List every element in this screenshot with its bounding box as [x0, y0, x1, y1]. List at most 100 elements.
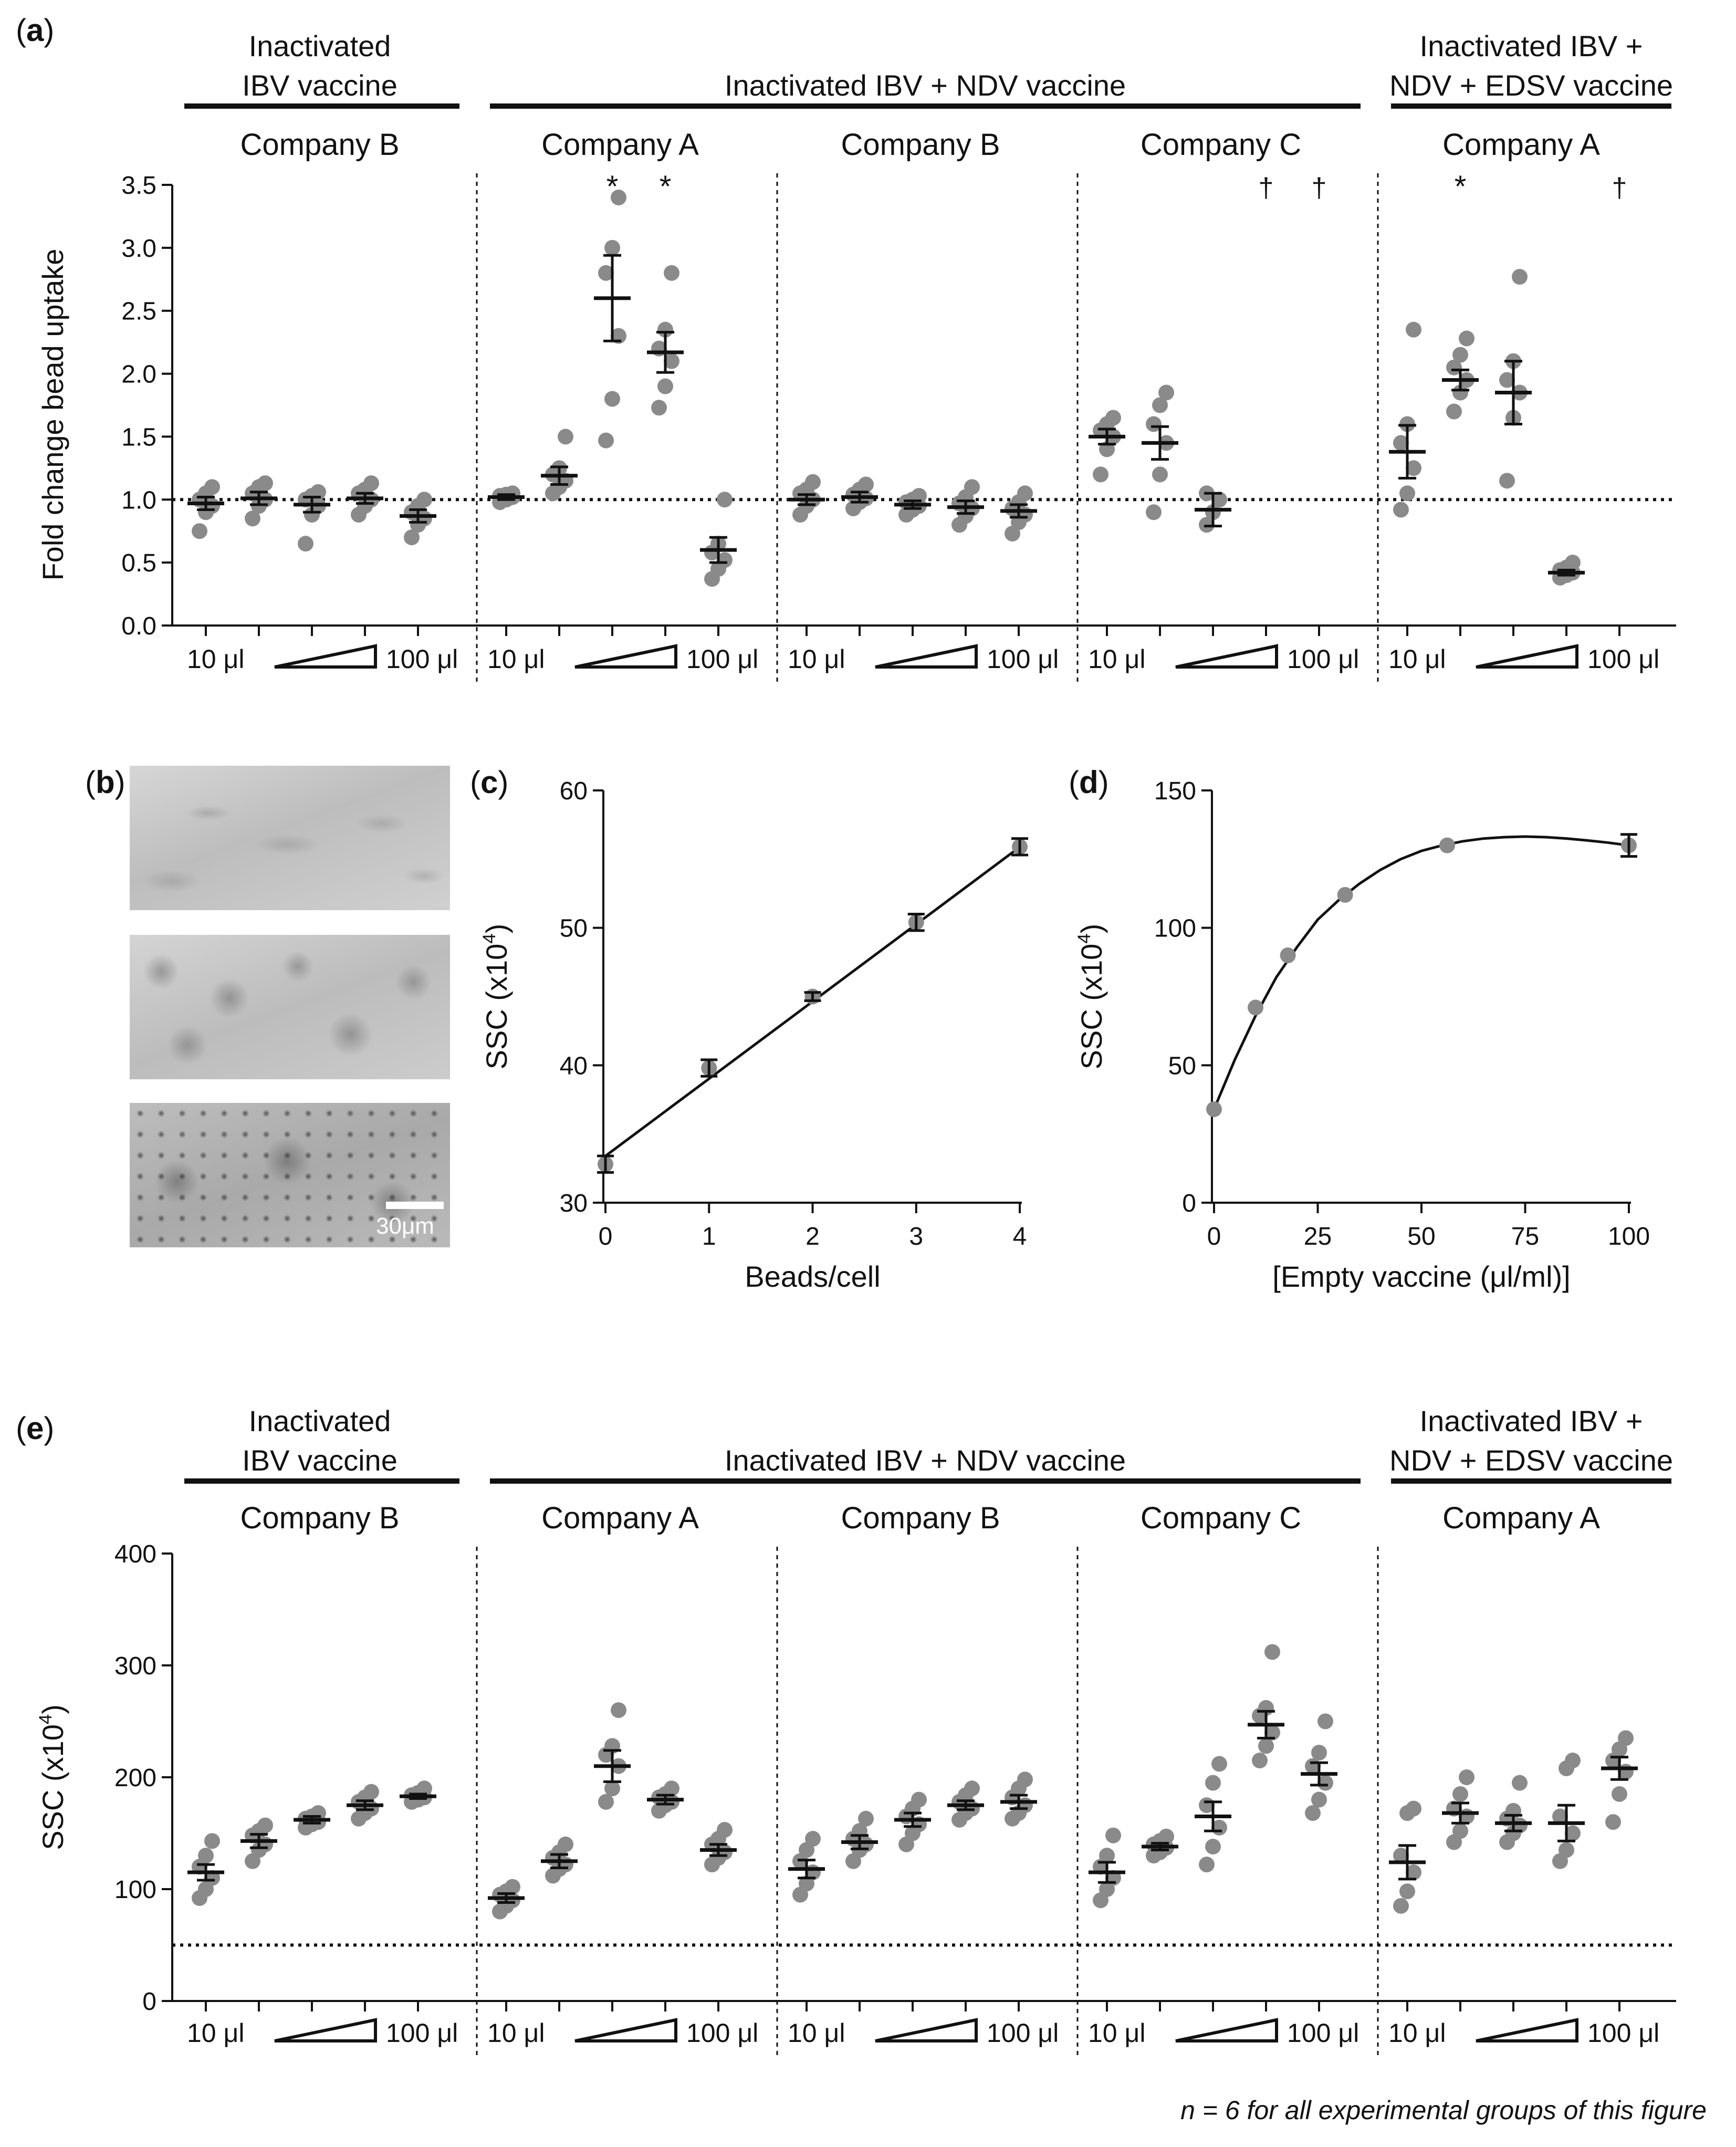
- panel-a-dose-ramp-icon: [875, 644, 978, 669]
- panel-a-data-point: [558, 429, 573, 445]
- panel-a-vaccine-type-label: Inactivated IBV + NDV vaccine: [725, 69, 1126, 102]
- panel-e-data-point: [1317, 1713, 1333, 1729]
- panel-e-data-point: [911, 1791, 927, 1808]
- panel-e-data-point: [1311, 1745, 1327, 1761]
- panel-d-x-tick-label: 100: [1608, 1223, 1650, 1250]
- panel-e-data-point: [1459, 1769, 1474, 1785]
- panel-e-dose-ramp-icon: [1175, 2018, 1278, 2042]
- panel-e-company-label: Company C: [1141, 1501, 1301, 1535]
- panel-d-y-tick-label: 50: [1168, 1052, 1196, 1080]
- panel-a-data-point: [1158, 384, 1174, 401]
- panel-a-data-point: [858, 476, 874, 493]
- panel-a-company-label: Company C: [1141, 128, 1301, 162]
- panel-e-data-point: [416, 1780, 432, 1797]
- panel-a-data-point: [1146, 504, 1162, 520]
- panel-d-x-axis-label: [Empty vaccine (μl/ml)]: [1272, 1260, 1570, 1293]
- panel-e-x-high-label: 100 μl: [987, 2018, 1059, 2048]
- panel-d-data-point: [1439, 837, 1455, 853]
- panel-e-dose-ramp-icon: [574, 2018, 677, 2042]
- panel-a-vaccine-type-label: NDV + EDSV vaccine: [1389, 69, 1673, 102]
- panel-e-x-low-label: 10 μl: [487, 2018, 545, 2048]
- panel-e-company-label: Company A: [1442, 1501, 1600, 1535]
- panel-e-vaccine-type-label: Inactivated IBV +: [1420, 1404, 1643, 1437]
- panel-d-y-tick-label: 150: [1154, 777, 1196, 805]
- scale-bar: [386, 1202, 444, 1209]
- panel-a-y-tick-label: 2.5: [121, 298, 156, 326]
- panel-e-x-high-label: 100 μl: [1287, 2018, 1359, 2048]
- panel-e-y-tick-label: 100: [114, 1876, 156, 1904]
- panel-a-data-point: [717, 492, 733, 508]
- panel-e-data-point: [1211, 1756, 1227, 1772]
- panel-a-company-label: Company B: [240, 128, 399, 162]
- microscopy-image-vaccine: [130, 935, 450, 1079]
- panel-e-dose-ramp-icon: [274, 2018, 377, 2042]
- panel-a-data-point: [1452, 347, 1468, 363]
- panel-a-x-low-label: 10 μl: [187, 644, 244, 674]
- panel-a-data-point: [1105, 410, 1121, 426]
- panel-c-y-tick-label: 40: [560, 1052, 588, 1080]
- panel-e-data-point: [604, 1780, 620, 1797]
- panel-e-data-point: [1618, 1730, 1634, 1746]
- panel-a-data-point: [1459, 330, 1474, 347]
- panel-e-data-point: [1317, 1775, 1333, 1791]
- panel-a-data-point: [1093, 466, 1108, 483]
- panel-a-data-point: [651, 400, 667, 416]
- panel-d-y-axis-label: SSC (x104): [1074, 924, 1108, 1070]
- panel-a-data-point: [604, 391, 620, 407]
- panel-e-data-point: [717, 1822, 733, 1838]
- panel-a-y-tick-label: 0.0: [121, 612, 156, 640]
- panel-a-dose-ramp-icon: [1476, 644, 1578, 669]
- panel-d-data-point: [1280, 947, 1296, 963]
- panel-a-data-point: [1399, 485, 1415, 502]
- panel-a-significance-mark: †: [1312, 173, 1327, 203]
- panel-c-y-tick-label: 60: [560, 777, 588, 805]
- panel-e-y-axis-label: SSC (x104): [36, 1704, 69, 1850]
- panel-e-data-point: [964, 1780, 980, 1797]
- panel-e-data-point: [1512, 1775, 1528, 1791]
- panel-a-y-tick-label: 3.0: [121, 235, 156, 263]
- panel-a-data-point: [1446, 403, 1462, 420]
- panel-e-vaccine-type-label: Inactivated IBV + NDV vaccine: [725, 1444, 1126, 1477]
- panel-d-fit-line: [1212, 835, 1629, 1110]
- panel-e-data-point: [1612, 1786, 1627, 1802]
- panel-e-company-label: Company A: [541, 1501, 699, 1535]
- panel-e-vaccine-type-label: IBV vaccine: [242, 1444, 398, 1477]
- panel-a-y-tick-label: 1.0: [121, 486, 156, 514]
- panel-a-data-point: [717, 552, 733, 568]
- panel-c-y-tick-label: 50: [560, 915, 588, 943]
- panel-e-data-point: [1017, 1771, 1033, 1788]
- panel-e-x-low-label: 10 μl: [1088, 2018, 1145, 2048]
- panel-a-y-tick-label: 0.5: [121, 549, 156, 577]
- panel-d-letter: (d): [1069, 765, 1109, 800]
- panel-a-data-point: [298, 536, 313, 552]
- panel-e-data-point: [858, 1810, 874, 1827]
- panel-e-data-point: [1305, 1805, 1321, 1821]
- panel-a-significance-mark: †: [1259, 173, 1274, 203]
- panel-e-company-label: Company B: [240, 1501, 399, 1535]
- panel-a-vaccine-type-label: Inactivated IBV +: [1420, 29, 1643, 62]
- panel-a-data-point: [1406, 460, 1421, 476]
- panel-c-x-tick-label: 0: [599, 1223, 613, 1250]
- panel-e-data-point: [1158, 1828, 1174, 1844]
- panel-a-data-point: [363, 475, 379, 492]
- panel-e-data-point: [198, 1848, 214, 1864]
- panel-a-dose-ramp-icon: [574, 644, 677, 669]
- panel-a-data-point: [1452, 384, 1468, 401]
- panel-e-data-point: [1264, 1644, 1280, 1660]
- panel-e-data-point: [1605, 1814, 1621, 1830]
- panel-e-data-point: [558, 1836, 573, 1852]
- panel-a-significance-mark: *: [1455, 170, 1467, 204]
- panel-e-data-point: [1393, 1848, 1409, 1864]
- panel-c-x-tick-label: 4: [1013, 1223, 1027, 1250]
- panel-a-data-point: [1446, 359, 1462, 376]
- panel-d-y-tick-label: 100: [1154, 915, 1196, 943]
- panel-a-y-tick-label: 1.5: [121, 423, 156, 451]
- panel-a-data-point: [416, 492, 432, 508]
- panel-e-data-point: [1565, 1753, 1581, 1769]
- panel-a-company-label: Company A: [1442, 128, 1600, 162]
- panel-e-x-high-label: 100 μl: [1587, 2018, 1659, 2048]
- panel-a-data-point: [657, 378, 673, 394]
- panel-e-dose-ramp-icon: [1476, 2018, 1578, 2042]
